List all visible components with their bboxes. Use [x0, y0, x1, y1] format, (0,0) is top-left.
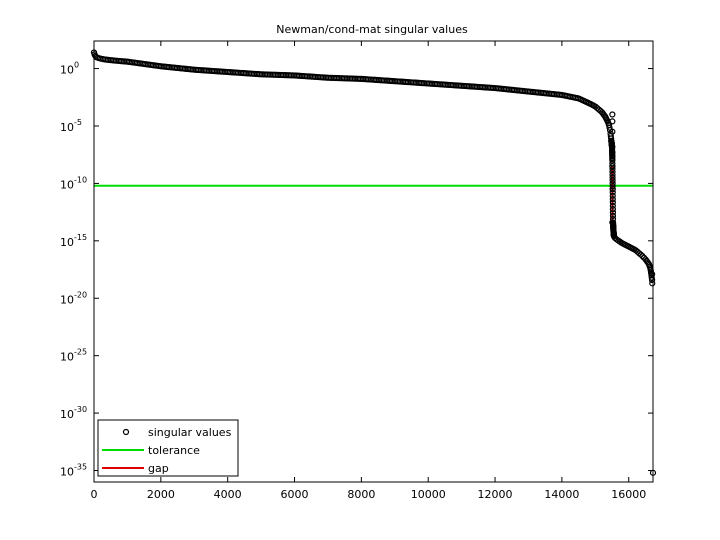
singular-value-point [609, 177, 616, 184]
singular-value-point [609, 206, 616, 213]
legend-label-tolerance: tolerance [148, 444, 200, 457]
singular-value-point [609, 219, 616, 226]
x-tick-label: 6000 [281, 488, 309, 501]
x-tick-label: 14000 [544, 488, 579, 501]
y-tick-label: 10-30 [60, 405, 87, 421]
singular-value-point [649, 280, 656, 287]
x-tick-label: 10000 [411, 488, 446, 501]
x-tick-label: 8000 [347, 488, 375, 501]
x-tick-label: 16000 [611, 488, 646, 501]
y-tick-label: 10-15 [60, 233, 87, 249]
singular-value-point [639, 252, 646, 260]
chart-title: Newman/cond-mat singular values [276, 23, 468, 36]
legend-box [97, 419, 239, 477]
plot-area [90, 49, 657, 476]
singular-value-point [609, 183, 616, 190]
singular-value-point [609, 196, 616, 203]
y-tick-label: 100 [60, 61, 79, 77]
x-tick-label: 0 [91, 488, 98, 501]
y-tick-label: 10-35 [60, 463, 87, 479]
singular-value-point [609, 174, 616, 181]
singular-value-point [609, 165, 616, 173]
singular-value-point [606, 124, 613, 131]
singular-value-point [637, 251, 644, 258]
y-tick-label: 10-25 [60, 348, 87, 364]
singular-value-point [609, 202, 616, 209]
singular-value-point [649, 271, 656, 278]
x-tick-label: 12000 [478, 488, 513, 501]
x-tick-label: 4000 [214, 488, 242, 501]
singular-value-point [609, 168, 616, 176]
singular-value-point [609, 180, 616, 187]
singular-value-point [609, 189, 616, 196]
singular-value-point [610, 233, 618, 240]
axes-box [93, 40, 654, 483]
singular-value-point [649, 276, 656, 283]
singular-value-point [609, 212, 617, 219]
legend[interactable]: singular values tolerance gap [97, 419, 239, 477]
y-tick-label: 10-20 [60, 290, 87, 306]
singular-value-point [609, 160, 616, 167]
legend-marker-singular-values [122, 428, 130, 436]
singular-value-point [609, 209, 617, 216]
singular-value-point [648, 274, 655, 281]
x-tick-label: 2000 [147, 488, 175, 501]
legend-label-singular-values: singular values [148, 426, 232, 439]
singular-value-point [609, 149, 616, 156]
singular-value-point [609, 143, 616, 150]
singular-value-point [609, 163, 616, 170]
series-singular-values [90, 49, 657, 476]
singular-value-point [609, 152, 616, 159]
y-tick-label: 10-10 [60, 175, 87, 191]
axes: 0 2000 4000 6000 8000 10000 12000 14000 16000 100… [60, 40, 654, 501]
singular-value-point [609, 192, 616, 199]
singular-value-point [609, 199, 616, 206]
singular-value-point [609, 128, 616, 135]
legend-label-gap: gap [148, 462, 169, 475]
singular-value-point [609, 111, 616, 118]
singular-value-point [609, 171, 616, 178]
y-tick-label: 10-5 [60, 118, 82, 134]
singular-value-point [609, 118, 616, 125]
singular-value-point [609, 186, 616, 193]
